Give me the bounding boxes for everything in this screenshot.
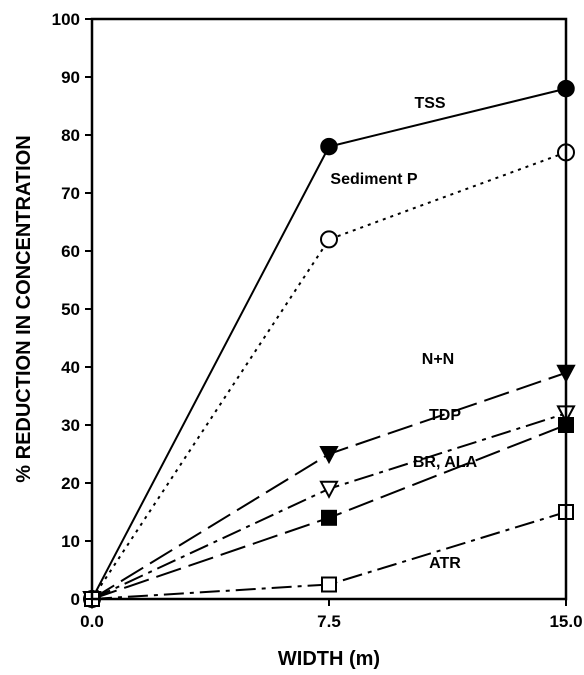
y-tick-label-90: 90 xyxy=(61,68,80,87)
data-point xyxy=(319,480,339,499)
x-tick-label-7.5: 7.5 xyxy=(317,612,341,631)
series-tss xyxy=(83,79,575,608)
y-tick-label-40: 40 xyxy=(61,358,80,377)
y-tick-label-10: 10 xyxy=(61,532,80,551)
series-line xyxy=(91,412,567,600)
y-tick-label-0: 0 xyxy=(71,590,80,609)
series-label: N+N xyxy=(422,351,454,368)
data-point xyxy=(321,576,337,593)
label-layer: TSS Sediment P N+N TDP BR, ALA ATR xyxy=(330,95,477,572)
series-layer xyxy=(82,79,576,610)
series-label: BR, ALA xyxy=(413,454,478,471)
y-axis-title: % REDUCTION IN CONCENTRATION xyxy=(13,135,35,482)
tick-layer: 0 10 20 30 40 50 60 70 80 90 100 0.0 7.5 15.0 xyxy=(52,10,583,631)
data-point xyxy=(320,230,338,249)
y-tick-label-100: 100 xyxy=(52,10,80,29)
y-tick-label-20: 20 xyxy=(61,474,80,493)
series-label: TDP xyxy=(429,407,461,424)
y-tick-label-30: 30 xyxy=(61,416,80,435)
y-tick-label-80: 80 xyxy=(61,126,80,145)
series-label: Sediment P xyxy=(330,171,417,188)
series-line xyxy=(91,151,567,600)
y-tick-label-60: 60 xyxy=(61,242,80,261)
data-point xyxy=(321,509,337,526)
series-label: TSS xyxy=(414,95,445,112)
data-point xyxy=(320,137,338,156)
series-label: ATR xyxy=(429,555,461,572)
x-tick-label-15.0: 15.0 xyxy=(549,612,582,631)
y-tick-label-70: 70 xyxy=(61,184,80,203)
x-axis-title: WIDTH (m) xyxy=(278,648,380,670)
y-tick-label-50: 50 xyxy=(61,300,80,319)
series-line xyxy=(91,511,567,600)
x-tick-label-0.0: 0.0 xyxy=(80,612,104,631)
data-point xyxy=(319,446,339,465)
series-sediment-p xyxy=(83,143,575,608)
